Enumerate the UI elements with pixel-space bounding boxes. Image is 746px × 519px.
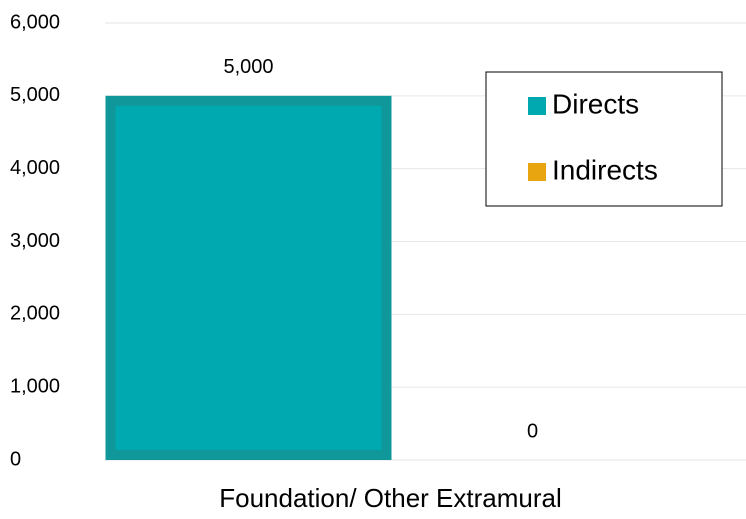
legend-swatch [528, 97, 546, 115]
legend-label: Indirects [552, 154, 658, 185]
y-tick-label: 0 [10, 448, 21, 470]
y-tick-label: 6,000 [10, 11, 60, 33]
data-label: 5,000 [223, 56, 273, 78]
data-label: 0 [527, 420, 538, 442]
y-tick-label: 5,000 [10, 84, 60, 106]
y-tick-label: 1,000 [10, 375, 60, 397]
x-tick-label: Foundation/ Other Extramural [219, 483, 562, 513]
y-tick-label: 3,000 [10, 230, 60, 252]
bar-inner [116, 106, 382, 450]
legend-label: Directs [552, 88, 639, 119]
legend-swatch [528, 163, 546, 181]
chart: 0 1,000 2,000 3,000 4,000 5,000 6,000 Foundatio… [0, 0, 746, 519]
y-tick-label: 2,000 [10, 303, 60, 325]
y-tick-label: 4,000 [10, 157, 60, 179]
